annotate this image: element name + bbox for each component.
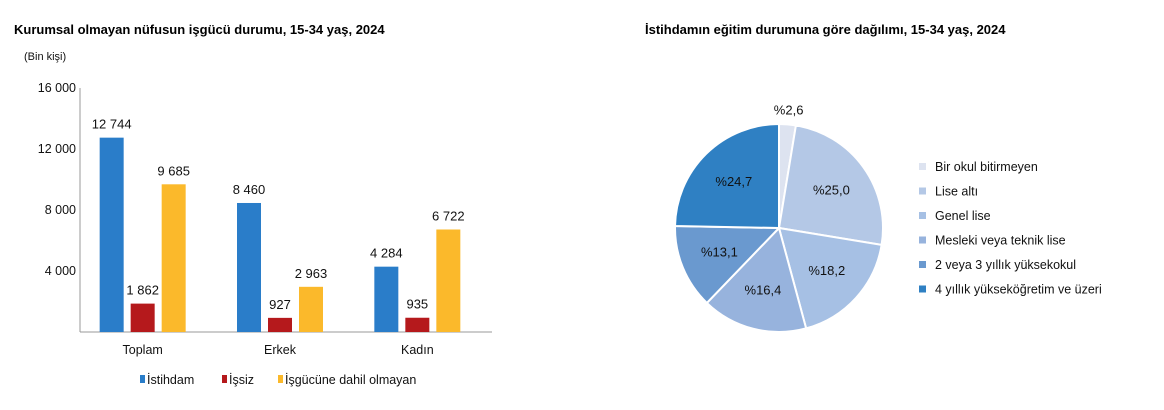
bar-data-label: 12 744: [92, 117, 132, 132]
bar: [299, 286, 323, 332]
bar: [99, 137, 124, 332]
pie-data-label: %24,7: [715, 174, 752, 189]
pie-data-label: %2,6: [774, 102, 804, 117]
legend-label: Genel lise: [935, 209, 991, 223]
legend-swatch: [919, 261, 926, 268]
pie-data-label: %25,0: [813, 182, 850, 197]
legend-label: 2 veya 3 yıllık yüksekokul: [935, 258, 1076, 272]
pie-slice: [674, 225, 782, 305]
legend-label: İşsiz: [229, 373, 254, 387]
pie-slice: [777, 124, 884, 247]
y-tick-label: 12 000: [38, 142, 76, 156]
bar: [374, 266, 399, 332]
bar: [405, 317, 430, 332]
legend-label: İşgücüne dahil olmayan: [285, 373, 416, 387]
y-tick-label: 16 000: [38, 81, 76, 95]
bar: [268, 317, 292, 332]
bar-data-label: 1 862: [126, 283, 159, 298]
bar-chart-title: Kurumsal olmayan nüfusun işgücü durumu, …: [14, 22, 385, 37]
legend-swatch: [278, 375, 283, 383]
legend-swatch: [919, 163, 926, 170]
bar: [436, 229, 461, 332]
bar-data-label: 927: [269, 297, 291, 312]
legend-swatch: [919, 187, 926, 195]
bar-data-label: 4 284: [370, 246, 403, 261]
legend-label: Bir okul bitirmeyen: [935, 160, 1038, 174]
legend-swatch: [140, 375, 145, 383]
bar-data-label: 6 722: [432, 208, 465, 223]
y-tick-label: 8 000: [45, 203, 76, 217]
pie-data-label: %13,1: [701, 245, 738, 260]
legend-swatch: [919, 212, 926, 219]
bar: [237, 202, 261, 332]
pie-data-label: %16,4: [745, 282, 782, 297]
bar: [130, 303, 155, 332]
legend-label: 4 yıllık yükseköğretim ve üzeri: [935, 283, 1102, 297]
legend-label: Mesleki veya teknik lise: [935, 234, 1066, 248]
pie-slice: [777, 226, 883, 330]
x-tick-label: Toplam: [123, 343, 163, 357]
y-tick-label: 4 000: [45, 264, 76, 278]
legend-label: Lise altı: [935, 185, 978, 199]
pie-slice: [673, 122, 780, 230]
pie-slice: [705, 226, 808, 333]
x-tick-label: Kadın: [401, 343, 434, 357]
bar-data-label: 935: [406, 297, 428, 312]
bar-chart-unit: (Bin kişi): [24, 51, 66, 63]
legend-swatch: [919, 285, 926, 293]
pie-chart-title: İstihdamın eğitim durumuna göre dağılımı…: [645, 22, 1006, 37]
x-tick-label: Erkek: [264, 343, 297, 357]
bar-data-label: 8 460: [233, 182, 266, 197]
bar: [161, 184, 186, 332]
bar-data-label: 9 685: [157, 163, 190, 178]
bar-data-label: 2 963: [295, 266, 328, 281]
legend-swatch: [919, 236, 926, 244]
legend-label: İstihdam: [147, 373, 194, 387]
legend-swatch: [222, 375, 227, 383]
pie-data-label: %18,2: [808, 263, 845, 278]
